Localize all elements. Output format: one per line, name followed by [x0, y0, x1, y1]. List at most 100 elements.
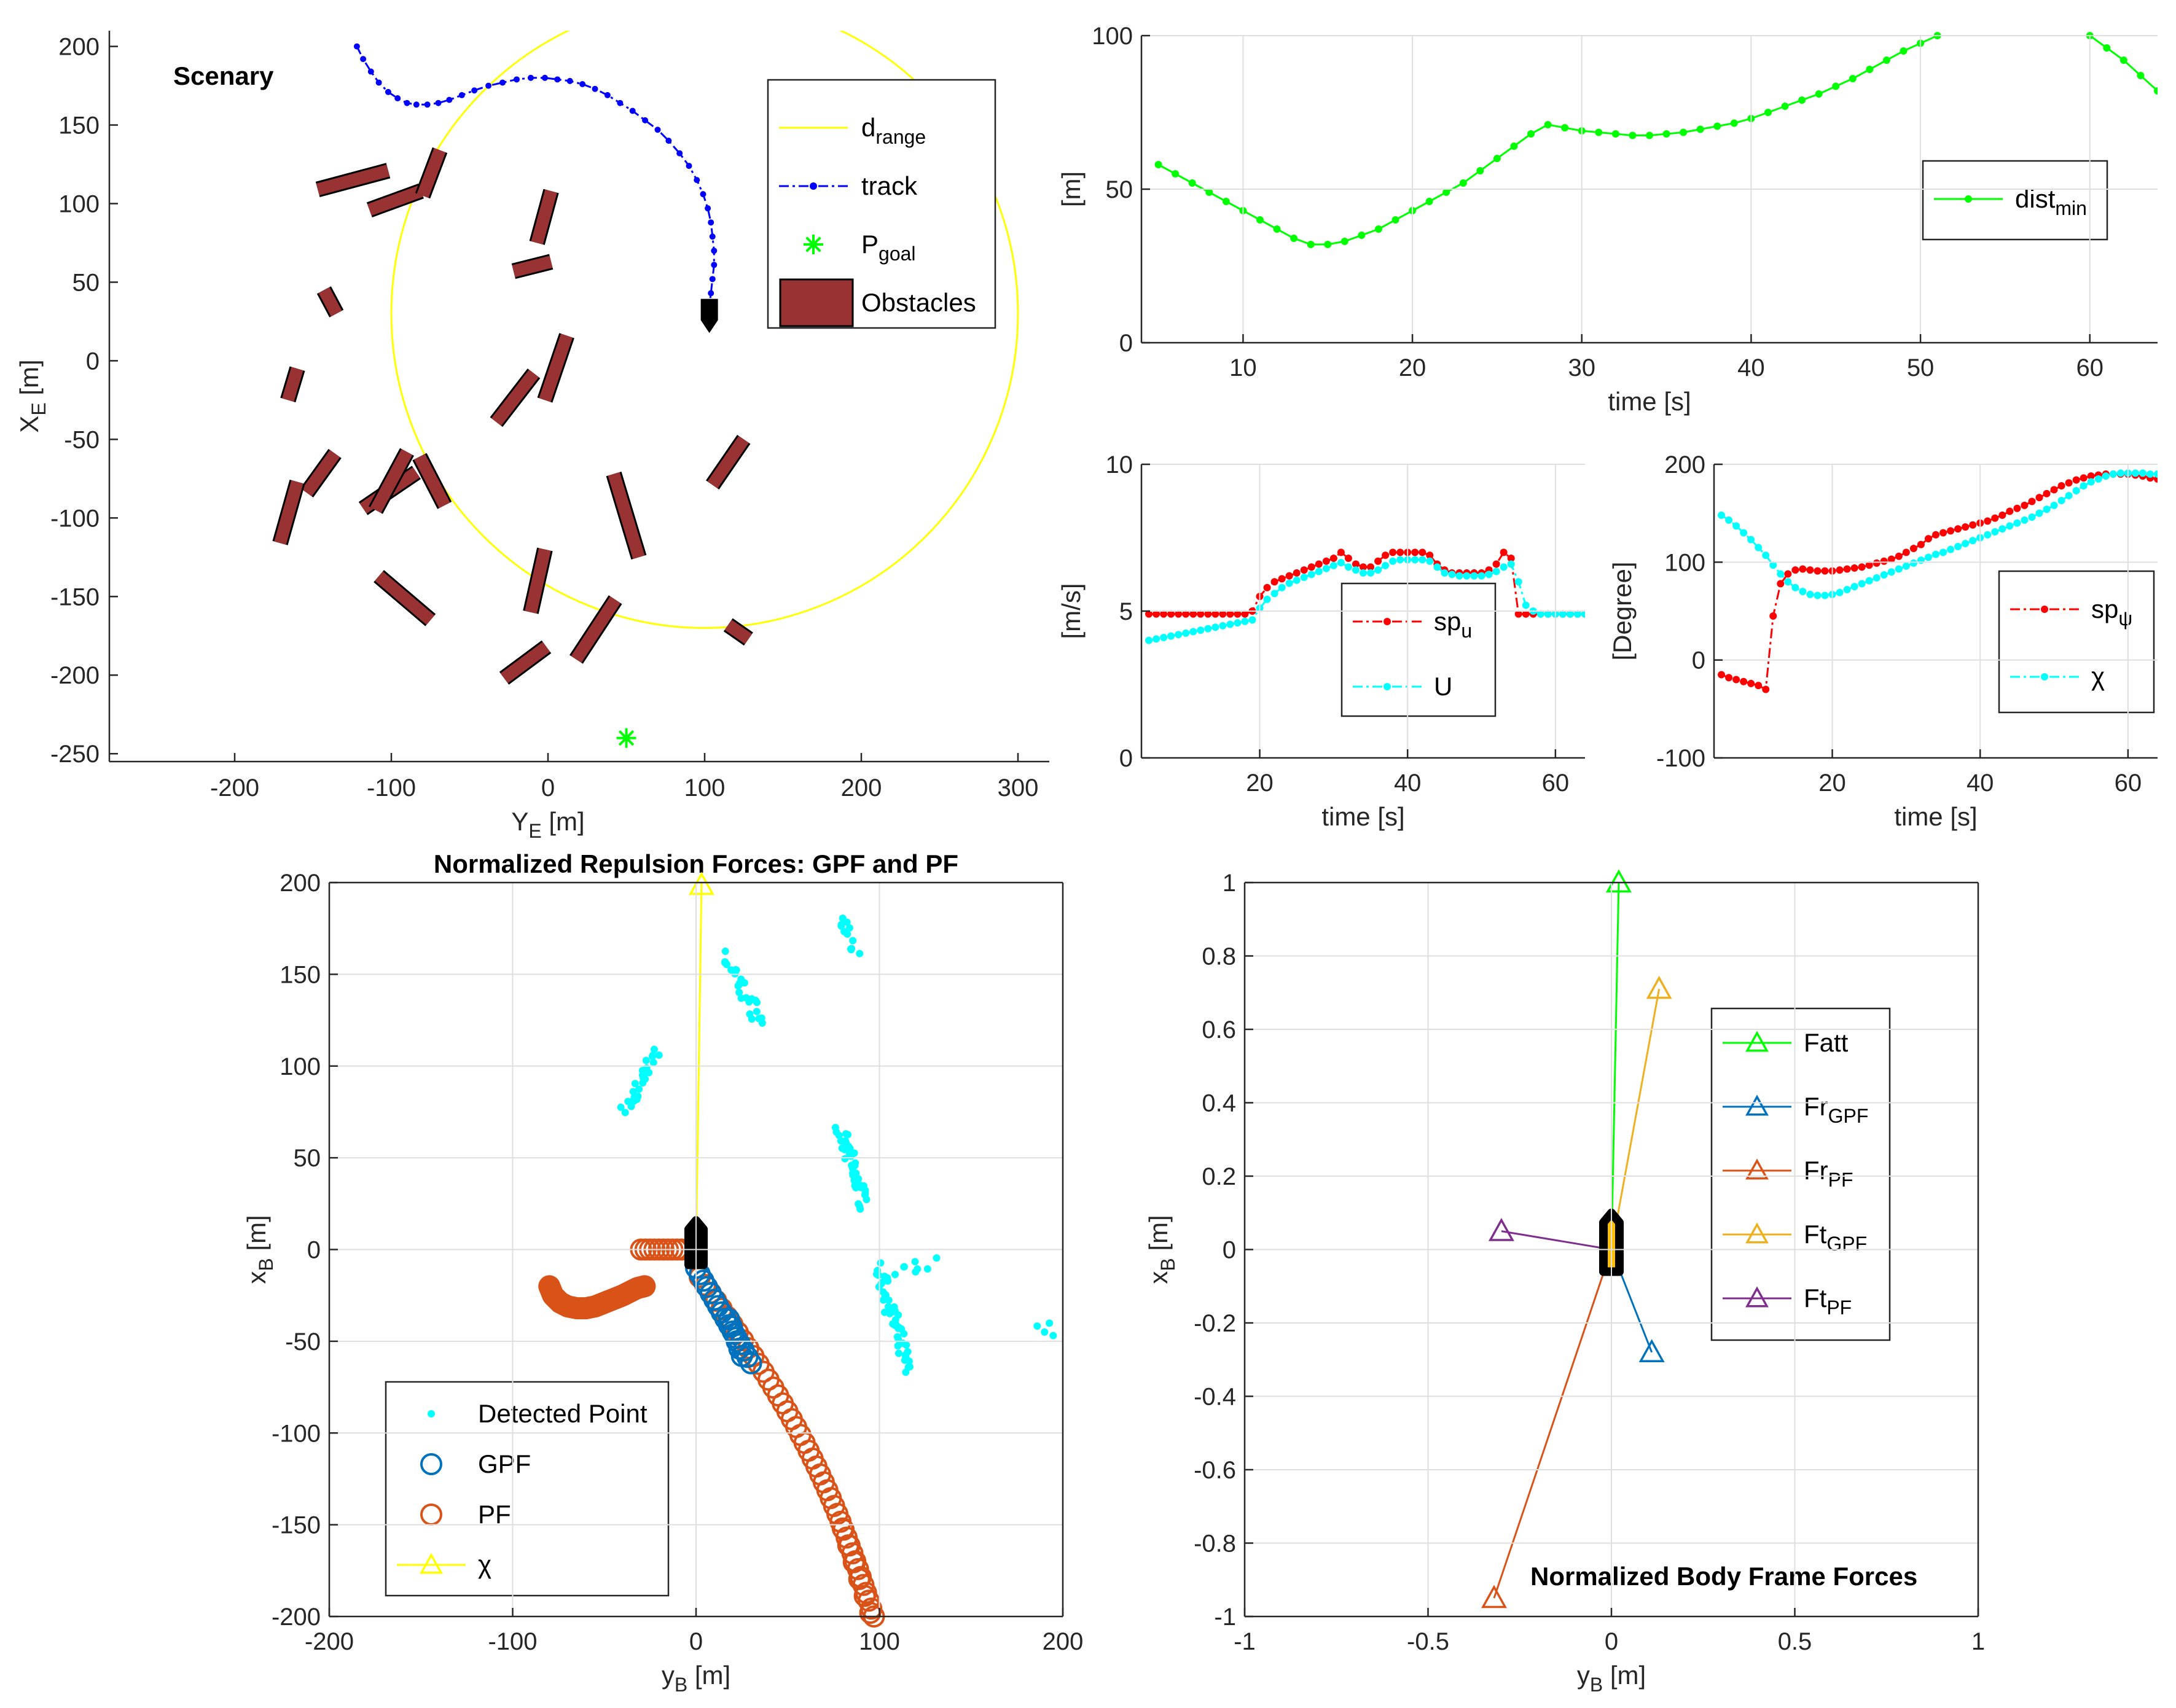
speed-point-U — [1234, 619, 1242, 627]
dist-x-tick-label: 50 — [1907, 354, 1935, 381]
heading-point-chi — [1740, 529, 1748, 537]
repulsion-x-label-main: y — [662, 1661, 675, 1690]
obstacle — [274, 480, 303, 545]
speed-point-sp_u — [1492, 560, 1500, 568]
speed-point-U — [1241, 617, 1249, 625]
detected-point — [758, 1019, 766, 1027]
heading-point-chi — [2139, 469, 2147, 477]
body-x-label-main: y — [1577, 1661, 1590, 1690]
speed-point-U — [1536, 610, 1544, 618]
detected-point — [843, 930, 851, 938]
dist-point-dist_min — [1611, 130, 1619, 138]
heading-point-sp_psi — [1998, 511, 2006, 519]
speed-point-sp_u — [1175, 610, 1183, 618]
detected-point — [877, 1259, 885, 1267]
dist-point-dist_min — [1764, 109, 1772, 116]
obstacle — [525, 548, 551, 614]
track-point — [385, 88, 391, 95]
repulsion-y-tick-label: -200 — [272, 1604, 321, 1631]
vector-head-FrPF — [1481, 1585, 1507, 1609]
detected-point — [849, 937, 857, 945]
heading-point-sp_psi — [2087, 472, 2095, 480]
track-point — [665, 138, 672, 144]
dist-point-dist_min — [1595, 128, 1603, 136]
detected-point — [742, 994, 750, 1002]
heading-point-sp_psi — [1725, 674, 1733, 682]
speed-point-U — [1189, 628, 1197, 636]
speed-point-sp_u — [1167, 610, 1175, 618]
speed-point-U — [1329, 561, 1337, 569]
body-y-label-unit: [m] — [1144, 1215, 1173, 1258]
speed-y-label: [m/s] — [1057, 583, 1086, 639]
body-legend-label-main: Fr — [1804, 1092, 1828, 1121]
heading-point-sp_psi — [1762, 685, 1770, 693]
scenary-y-tick-label: 0 — [86, 348, 100, 375]
speed-point-sp_u — [1522, 610, 1530, 618]
repulsion-legend-label-main: χ — [478, 1550, 491, 1579]
heading-y-tick-label: 200 — [1664, 451, 1705, 478]
speed-point-U — [1352, 566, 1360, 574]
heading-point-chi — [1873, 574, 1881, 582]
detected-point — [874, 1271, 882, 1279]
dist-point-dist_min — [1510, 142, 1518, 150]
scenary-legend: drange track Pgoal Obstacles — [767, 79, 996, 329]
dist-y-tick-label: 50 — [1106, 176, 1133, 203]
heading-legend-dot — [2041, 673, 2048, 680]
body-y-tick-label: 0.6 — [1202, 1016, 1236, 1043]
dist-point-dist_min — [1307, 241, 1315, 248]
detected-point — [851, 1182, 859, 1190]
detected-point — [847, 1152, 855, 1160]
repulsion-y-tick-label: 150 — [280, 961, 321, 988]
body-y-tick-label: 1 — [1223, 870, 1236, 897]
heading-legend-label-main: χ — [2091, 662, 2105, 691]
track-point — [541, 74, 548, 81]
repulsion-legend: Detected Point GPF PF χ — [385, 1381, 670, 1597]
scenary-x-tick-label: -200 — [210, 774, 259, 801]
scenary-y-label: XE [m] — [15, 359, 50, 432]
speed-point-U — [1514, 578, 1522, 586]
track-point — [708, 290, 714, 297]
heading-point-chi — [2146, 470, 2154, 478]
dist-x-label-main: time [s] — [1608, 387, 1691, 416]
heading-point-chi — [1755, 544, 1763, 552]
dist-x-tick-label: 10 — [1229, 354, 1257, 381]
detected-point — [914, 1265, 922, 1273]
detected-point — [845, 924, 853, 932]
heading-point-sp_psi — [1814, 567, 1822, 575]
speed-point-sp_u — [1204, 610, 1212, 618]
heading-point-sp_psi — [1769, 612, 1777, 620]
obstacle — [500, 642, 550, 684]
goal-star — [616, 728, 636, 748]
body-x-label-unit: [m] — [1603, 1661, 1646, 1690]
dist-point-dist_min — [1273, 225, 1281, 233]
heading-point-sp_psi — [1718, 671, 1726, 679]
detected-point — [856, 1205, 864, 1213]
detected-point — [911, 1258, 919, 1266]
track-point — [375, 79, 382, 86]
body-x-tick-label: 0.5 — [1778, 1628, 1812, 1655]
speed-point-U — [1433, 563, 1441, 571]
dist-line-dist_min — [1157, 34, 1938, 246]
track-point — [579, 81, 586, 88]
heading-legend-label-main: sp — [2091, 595, 2118, 623]
body-title: Normalized Body Frame Forces — [1530, 1562, 1917, 1591]
obstacle — [539, 333, 573, 402]
dist-point-dist_min — [1798, 96, 1806, 104]
repulsion-y-tick-label: 0 — [307, 1237, 321, 1264]
heading-point-chi — [2028, 513, 2036, 521]
dist-point-dist_min_end — [2103, 44, 2111, 52]
speed-point-sp_u — [1329, 554, 1337, 562]
speed-point-U — [1419, 556, 1427, 564]
dist-x-tick-label: 60 — [2076, 354, 2104, 381]
detected-point — [1033, 1322, 1041, 1330]
speed-legend-label: U — [1434, 672, 1452, 701]
detected-point — [877, 1280, 885, 1288]
scenary-y-label-unit: [m] — [15, 359, 44, 402]
speed-point-U — [1278, 583, 1286, 591]
body-legend-label: FtPF — [1804, 1284, 1852, 1319]
speed-point-U — [1160, 634, 1168, 642]
heading-x-label: time [s] — [1894, 802, 1977, 831]
heading-point-chi — [1969, 537, 1977, 545]
